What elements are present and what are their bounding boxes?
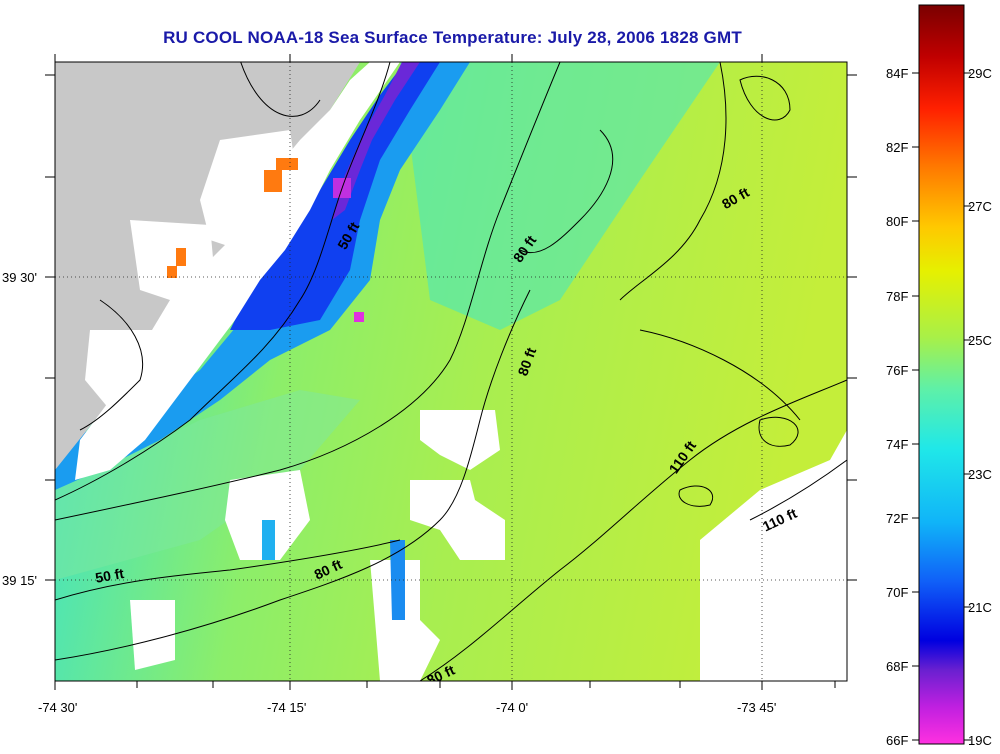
warm-bay-pixels — [167, 266, 177, 278]
x-tick-label: -74 0' — [496, 700, 528, 715]
colorbar-c-label: 19C — [968, 733, 992, 748]
colorbar-f-label: 78F — [886, 289, 908, 304]
graticule — [55, 62, 847, 681]
cloud-patch-southeast — [700, 430, 847, 681]
x-tick-label: -74 30' — [38, 700, 77, 715]
contour-closed-loop — [758, 416, 799, 447]
colorbar-f-label: 70F — [886, 585, 908, 600]
colorbar-f-label: 84F — [886, 66, 908, 81]
contour-closed-loop — [678, 485, 713, 507]
x-tick-label: -74 15' — [267, 700, 306, 715]
axis-labels: -74 30' -74 15' -74 0' -73 45' 39 30' 39… — [2, 270, 776, 715]
contour-line-110ft — [419, 379, 847, 681]
colorbar-f-label: 82F — [886, 140, 908, 155]
cloud-patch — [410, 480, 505, 560]
colorbar-f-label: 66F — [886, 733, 908, 748]
map-area: 80 ft 50 ft 80 ft 80 ft 110 ft 110 ft 50… — [55, 62, 847, 681]
cool-pixels — [390, 540, 405, 620]
cloud-patch — [420, 410, 500, 470]
coldest-water-strip — [332, 62, 420, 220]
cool-water-band — [400, 62, 720, 330]
contour-label: 50 ft — [94, 565, 125, 586]
map-frame — [54, 61, 848, 682]
colorbar-f-label: 80F — [886, 214, 908, 229]
coastline-detail — [79, 299, 144, 431]
contour-line-50ft — [55, 62, 391, 501]
y-tick-label: 39 30' — [2, 270, 37, 285]
warm-bay-pixels — [176, 248, 186, 266]
cloud-patch — [225, 470, 310, 560]
contour-line-110ft-east — [749, 459, 847, 521]
cloud-patch — [130, 600, 175, 670]
contour-line — [639, 329, 801, 421]
warm-bay-pixels — [276, 158, 298, 170]
x-tick-label: -73 45' — [737, 700, 776, 715]
contour-line-80ft — [55, 62, 561, 521]
contour-line-80ft-mid — [55, 289, 531, 661]
colorbar — [918, 4, 965, 745]
contour-line-50ft-south — [55, 539, 401, 601]
colorbar-ticks — [912, 72, 971, 741]
y-tick-label: 39 15' — [2, 573, 37, 588]
colorbar-c-label: 21C — [968, 600, 992, 615]
warm-bay-pixels — [264, 170, 282, 192]
contour-closed-loop — [739, 75, 791, 121]
colorbar-c-label: 25C — [968, 333, 992, 348]
no-data-marsh — [85, 330, 170, 410]
cool-pixels — [262, 520, 275, 560]
axis-ticks — [45, 54, 857, 690]
colorbar-c-label: 27C — [968, 199, 992, 214]
cloud-patch — [370, 560, 440, 681]
coldest-pixel — [354, 312, 364, 322]
colorbar-f-label: 74F — [886, 437, 908, 452]
bathymetry-contours — [55, 62, 847, 681]
contour-line — [519, 129, 614, 254]
map-title: RU COOL NOAA-18 Sea Surface Temperature:… — [163, 28, 742, 47]
colorbar-c-label: 23C — [968, 467, 992, 482]
coastline-detail — [240, 62, 321, 117]
colorbar-labels: 84F 82F 80F 78F 76F 74F 72F 70F 68F 66F … — [886, 66, 992, 748]
colorbar-f-label: 76F — [886, 363, 908, 378]
colorbar-f-label: 68F — [886, 659, 908, 674]
no-data-inlet — [130, 220, 215, 300]
colorbar-c-label: 29C — [968, 66, 992, 81]
no-data-bay — [200, 130, 300, 250]
mixed-water-patch — [55, 390, 360, 580]
contour-line-80ft-east — [619, 62, 727, 301]
colorbar-f-label: 72F — [886, 511, 908, 526]
